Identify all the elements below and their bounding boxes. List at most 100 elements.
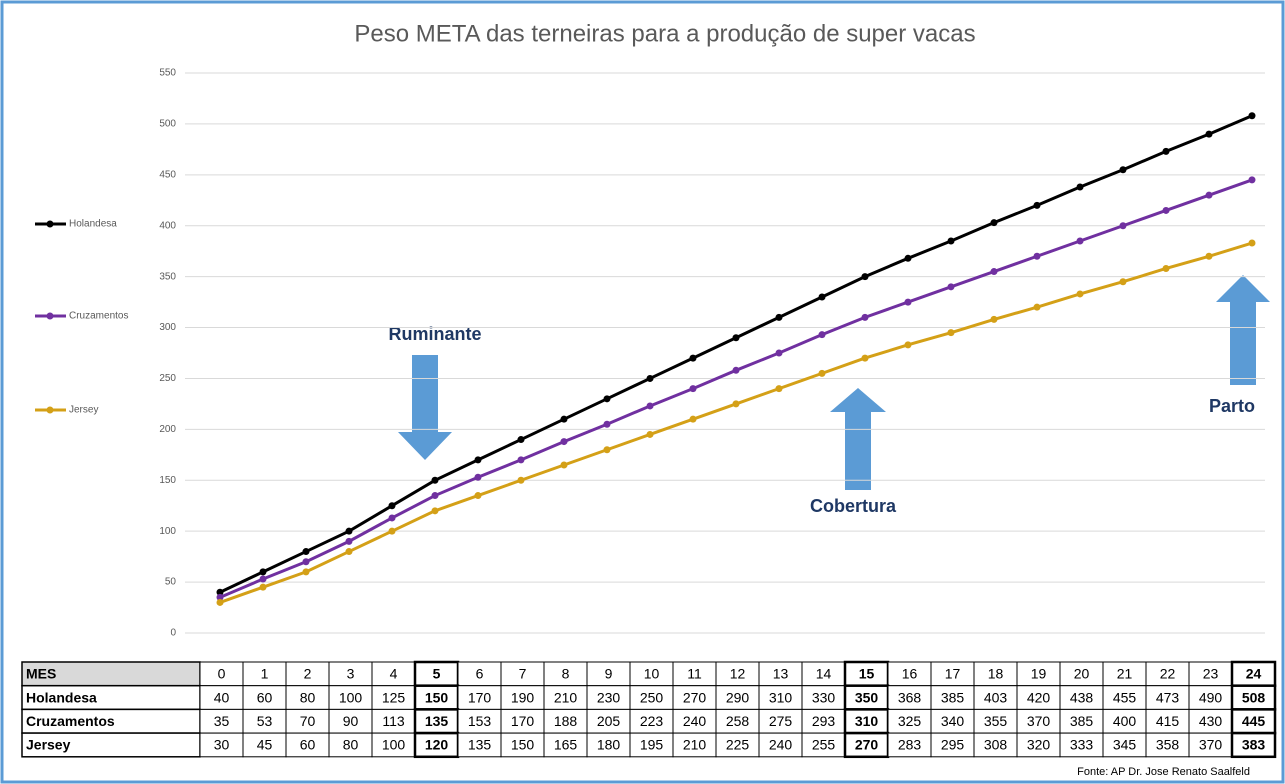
point — [560, 438, 568, 446]
point — [1162, 147, 1170, 155]
y-tick-label: 350 — [159, 271, 176, 282]
point — [216, 588, 224, 596]
table-value: 170 — [511, 713, 535, 729]
table-value: 45 — [257, 737, 273, 753]
point — [603, 395, 611, 403]
table-value: 190 — [511, 689, 535, 705]
table-value: 100 — [382, 737, 406, 753]
arrow — [1216, 275, 1270, 385]
table-value: 438 — [1070, 689, 1094, 705]
column-label: 9 — [605, 666, 613, 682]
point — [1076, 183, 1084, 191]
table-value: 113 — [382, 713, 405, 729]
table-value: 53 — [257, 713, 273, 729]
column-label: 24 — [1246, 666, 1262, 682]
point — [345, 537, 353, 545]
column-label: 22 — [1160, 666, 1176, 682]
table-value: 60 — [257, 689, 273, 705]
point — [990, 268, 998, 276]
table-value: 150 — [425, 689, 449, 705]
table-value: 333 — [1070, 737, 1094, 753]
point — [689, 415, 697, 423]
column-label: 16 — [902, 666, 918, 682]
point — [388, 527, 396, 535]
point — [388, 514, 396, 522]
table-value: 330 — [812, 689, 836, 705]
point — [1033, 303, 1041, 311]
point — [1119, 166, 1127, 174]
point — [517, 436, 525, 444]
table-value: 370 — [1027, 713, 1051, 729]
point — [1248, 239, 1256, 247]
table-value: 90 — [343, 713, 359, 729]
annotation: Cobertura — [810, 496, 897, 516]
arrow — [398, 355, 452, 460]
table-value: 205 — [597, 713, 621, 729]
point — [646, 430, 654, 438]
point — [1033, 252, 1041, 260]
column-label: 1 — [261, 666, 269, 682]
annotation: Parto — [1209, 396, 1255, 416]
point — [904, 341, 912, 349]
point — [259, 575, 267, 583]
row-label: Holandesa — [26, 689, 97, 705]
column-label: 10 — [644, 666, 660, 682]
table-value: 310 — [855, 713, 879, 729]
point — [216, 598, 224, 606]
point — [861, 354, 869, 362]
table-value: 350 — [855, 689, 879, 705]
table-value: 508 — [1242, 689, 1266, 705]
legend-label: Holandesa — [69, 219, 117, 230]
point — [259, 583, 267, 591]
table-value: 210 — [554, 689, 578, 705]
table-value: 370 — [1199, 737, 1223, 753]
table-value: 153 — [468, 713, 492, 729]
point — [689, 385, 697, 393]
table-value: 120 — [425, 737, 449, 753]
table-value: 430 — [1199, 713, 1223, 729]
table-value: 60 — [300, 737, 316, 753]
column-label: 12 — [730, 666, 746, 682]
point — [388, 502, 396, 510]
point — [302, 558, 310, 566]
column-label: 11 — [687, 666, 702, 682]
y-tick-label: 450 — [159, 169, 176, 180]
table-value: 270 — [855, 737, 879, 753]
point — [947, 283, 955, 291]
point — [775, 313, 783, 321]
point — [431, 492, 439, 500]
row-label: Cruzamentos — [26, 713, 115, 729]
y-tick-label: 50 — [165, 577, 177, 588]
table-value: 275 — [769, 713, 793, 729]
table-value: 290 — [726, 689, 750, 705]
table-value: 320 — [1027, 737, 1051, 753]
table-value: 240 — [683, 713, 707, 729]
legend-marker — [46, 406, 54, 414]
point — [1076, 290, 1084, 298]
table-value: 180 — [597, 737, 621, 753]
table-value: 165 — [554, 737, 578, 753]
table-value: 230 — [597, 689, 621, 705]
table-value: 195 — [640, 737, 664, 753]
point — [345, 548, 353, 556]
point — [947, 237, 955, 245]
table-value: 325 — [898, 713, 922, 729]
legend-marker — [46, 220, 54, 228]
point — [732, 334, 740, 342]
table-value: 35 — [214, 713, 230, 729]
point — [990, 219, 998, 227]
point — [1162, 206, 1170, 214]
point — [732, 366, 740, 374]
column-label: 0 — [218, 666, 226, 682]
point — [775, 349, 783, 357]
table-value: 255 — [812, 737, 836, 753]
table-value: 240 — [769, 737, 793, 753]
column-label: 7 — [519, 666, 527, 682]
table-value: 170 — [468, 689, 492, 705]
table-value: 223 — [640, 713, 664, 729]
table-value: 30 — [214, 737, 230, 753]
point — [474, 456, 482, 464]
source: Fonte: AP Dr. Jose Renato Saalfeld — [1077, 766, 1250, 778]
point — [259, 568, 267, 576]
point — [861, 273, 869, 281]
